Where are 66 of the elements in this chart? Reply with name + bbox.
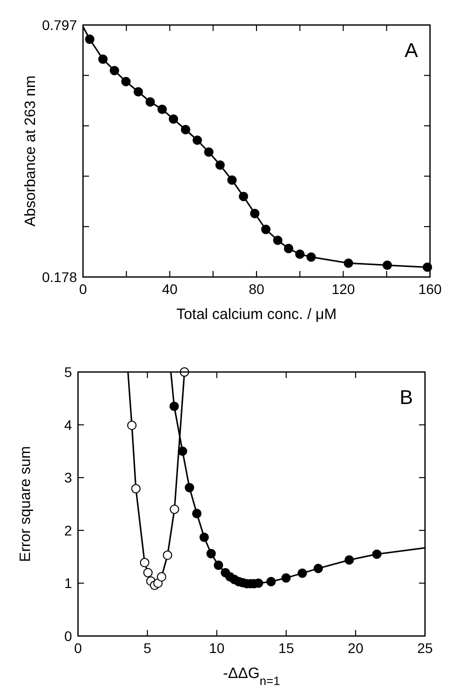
point bbox=[284, 244, 294, 254]
x-tick-label: 25 bbox=[417, 640, 433, 656]
y-tick-label: 5 bbox=[64, 364, 72, 380]
x-tick-label: 20 bbox=[348, 640, 364, 656]
point bbox=[372, 549, 382, 559]
x-tick-label: 120 bbox=[332, 281, 356, 297]
point bbox=[382, 260, 392, 270]
x-tick-label: 15 bbox=[278, 640, 294, 656]
y-axis-title: Error square sum bbox=[17, 446, 34, 562]
point bbox=[192, 508, 202, 518]
point bbox=[314, 564, 323, 574]
x-tick-label: 5 bbox=[144, 640, 152, 656]
annotation: A bbox=[404, 40, 419, 62]
point bbox=[157, 104, 167, 114]
x-tick-label: 160 bbox=[418, 281, 442, 297]
point bbox=[227, 175, 237, 185]
y-tick-label: 2 bbox=[64, 522, 72, 538]
point bbox=[162, 550, 172, 560]
point bbox=[146, 97, 155, 107]
point bbox=[250, 208, 260, 218]
point bbox=[298, 568, 307, 578]
point bbox=[266, 576, 276, 586]
y-tick-label: 1 bbox=[64, 575, 72, 592]
point bbox=[238, 192, 248, 202]
point bbox=[156, 572, 166, 582]
y-tick-label: 0.178 bbox=[42, 269, 78, 285]
point bbox=[131, 484, 141, 494]
point bbox=[199, 532, 209, 542]
point bbox=[127, 420, 137, 430]
x-tick-label: 0 bbox=[79, 281, 88, 297]
point bbox=[110, 66, 120, 76]
point bbox=[344, 258, 354, 268]
point bbox=[215, 160, 225, 170]
point bbox=[273, 236, 282, 246]
x-tick-label: 80 bbox=[248, 281, 264, 297]
point bbox=[98, 54, 108, 64]
y-axis-title: Absorbance at 263 nm bbox=[22, 76, 39, 226]
point bbox=[140, 558, 150, 568]
point bbox=[121, 76, 131, 86]
x-tick-label: 10 bbox=[209, 640, 225, 656]
y-tick-label: 4 bbox=[64, 416, 72, 433]
point bbox=[306, 252, 316, 262]
point bbox=[170, 504, 180, 514]
y-tick-label: 0.797 bbox=[42, 17, 78, 33]
point bbox=[134, 87, 144, 96]
point bbox=[204, 147, 214, 157]
annotation: B bbox=[400, 387, 413, 409]
point bbox=[192, 136, 202, 145]
point bbox=[261, 224, 271, 234]
point bbox=[180, 124, 190, 134]
point bbox=[168, 114, 178, 124]
point bbox=[214, 560, 224, 570]
x-axis-title: -ΔΔG$_{n=1}$ bbox=[222, 665, 280, 688]
x-tick-label: 40 bbox=[162, 281, 178, 297]
point bbox=[344, 555, 354, 565]
point bbox=[143, 568, 153, 578]
point bbox=[85, 34, 94, 44]
point bbox=[169, 402, 179, 412]
point bbox=[206, 548, 216, 558]
point bbox=[281, 573, 291, 583]
point bbox=[295, 250, 305, 259]
x-axis-title: Total calcium conc. / μM bbox=[176, 306, 337, 323]
y-tick-label: 3 bbox=[64, 470, 72, 486]
point bbox=[184, 482, 194, 492]
y-tick-label: 0 bbox=[64, 628, 72, 644]
point bbox=[178, 446, 188, 456]
